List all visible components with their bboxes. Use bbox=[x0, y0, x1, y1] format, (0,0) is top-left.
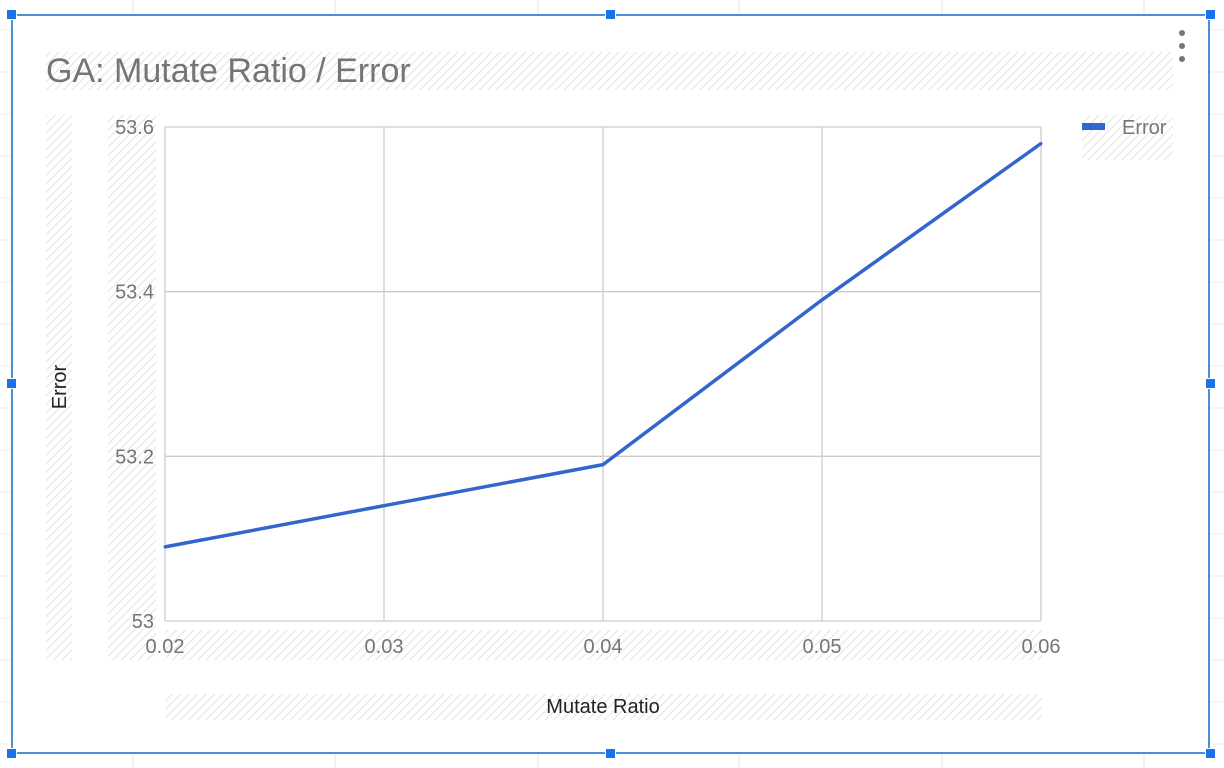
y-axis-label-band bbox=[46, 115, 72, 660]
resize-handle-top-right[interactable] bbox=[1205, 9, 1216, 20]
y-tick-label-band bbox=[108, 115, 156, 660]
x-axis-label-band bbox=[165, 694, 1042, 720]
data-point[interactable] bbox=[820, 298, 824, 302]
data-point[interactable] bbox=[1039, 141, 1043, 145]
y-tick-label: 53.2 bbox=[115, 446, 154, 468]
menu-dot bbox=[1179, 43, 1185, 49]
menu-dot bbox=[1179, 56, 1185, 62]
resize-handle-top[interactable] bbox=[605, 9, 616, 20]
x-tick-label: 0.04 bbox=[584, 636, 623, 658]
title-placeholder-band bbox=[46, 52, 1173, 90]
legend-label-error[interactable]: Error bbox=[1122, 117, 1167, 139]
x-tick-label: 0.05 bbox=[803, 636, 842, 658]
y-axis-title[interactable]: Error bbox=[49, 364, 71, 409]
resize-handle-bottom[interactable] bbox=[605, 748, 616, 759]
resize-handle-bottom-left[interactable] bbox=[6, 748, 17, 759]
x-tick-label: 0.06 bbox=[1022, 636, 1061, 658]
x-tick-label: 0.02 bbox=[146, 636, 185, 658]
chart-title[interactable]: GA: Mutate Ratio / Error bbox=[46, 52, 411, 90]
legend-swatch-error bbox=[1082, 123, 1105, 130]
resize-handle-bottom-right[interactable] bbox=[1205, 748, 1216, 759]
y-tick-label: 53.6 bbox=[115, 117, 154, 139]
y-tick-label: 53.4 bbox=[115, 282, 154, 304]
data-point[interactable] bbox=[382, 504, 386, 508]
data-point[interactable] bbox=[163, 545, 167, 549]
data-point[interactable] bbox=[601, 463, 605, 467]
resize-handle-top-left[interactable] bbox=[6, 9, 17, 20]
resize-handle-left[interactable] bbox=[6, 378, 17, 389]
x-tick-label-band bbox=[165, 630, 1042, 660]
menu-dot bbox=[1179, 30, 1185, 36]
y-tick-label: 53 bbox=[132, 611, 154, 633]
more-vert-icon[interactable] bbox=[1170, 28, 1194, 64]
x-axis-title[interactable]: Mutate Ratio bbox=[546, 696, 659, 718]
legend-band bbox=[1082, 115, 1173, 160]
x-tick-label: 0.03 bbox=[365, 636, 404, 658]
resize-handle-right[interactable] bbox=[1205, 378, 1216, 389]
